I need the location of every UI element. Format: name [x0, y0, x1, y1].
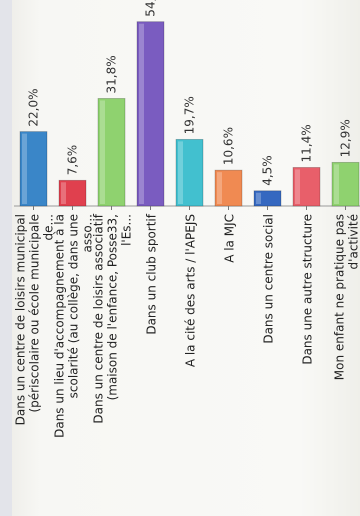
value-label: 31,8%: [105, 55, 119, 93]
category-label: Dans une autre structure: [301, 214, 315, 365]
bar: [214, 169, 243, 207]
bar-highlight: [100, 100, 105, 204]
value-label: 54,5%: [144, 0, 158, 17]
bar-highlight: [256, 192, 261, 204]
page-edge-strip: [0, 0, 12, 516]
category-label: Dans un centre social: [262, 214, 276, 344]
bar-highlight: [334, 164, 339, 204]
bar: [97, 98, 126, 207]
bar: [136, 21, 165, 207]
value-label: 12,9%: [339, 119, 353, 157]
bar-highlight: [217, 172, 222, 204]
category-label: Mon enfant ne pratique pasd'activité: [333, 214, 360, 380]
bar: [58, 179, 87, 207]
category-label: A la cité des arts / l'APEJS: [184, 214, 198, 367]
bar-highlight: [178, 141, 183, 204]
bar: [292, 167, 321, 207]
category-label: A la MJC: [223, 214, 237, 263]
bar-highlight: [139, 23, 144, 205]
value-label: 11,4%: [300, 124, 314, 162]
bar-highlight: [295, 169, 300, 204]
category-label: Dans un centre de loisirs associatif(mai…: [92, 213, 134, 423]
category-label: Dans un lieu d'accompagnement à lascolar…: [53, 214, 95, 438]
value-label: 4,5%: [261, 155, 275, 186]
value-label: 7,6%: [66, 145, 80, 176]
value-label: 22,0%: [27, 88, 41, 126]
category-label: Dans un centre de loisirs municipal(péri…: [14, 214, 56, 425]
bar-highlight: [61, 182, 66, 204]
bar: [175, 138, 204, 207]
bars-group: [19, 21, 360, 207]
value-label: 19,7%: [183, 96, 197, 134]
value-labels-group: 22,0% 7,6% 31,8% 54,5% 19,7% 10,6% 4,5% 11,4% 12…: [27, 0, 353, 186]
category-label: Dans un club sportif: [145, 213, 159, 334]
bar: [19, 131, 48, 207]
bar-highlight: [22, 133, 27, 204]
value-label: 10,6%: [222, 127, 236, 165]
category-labels-group: Dans un centre de loisirs municipal(péri…: [14, 206, 360, 438]
